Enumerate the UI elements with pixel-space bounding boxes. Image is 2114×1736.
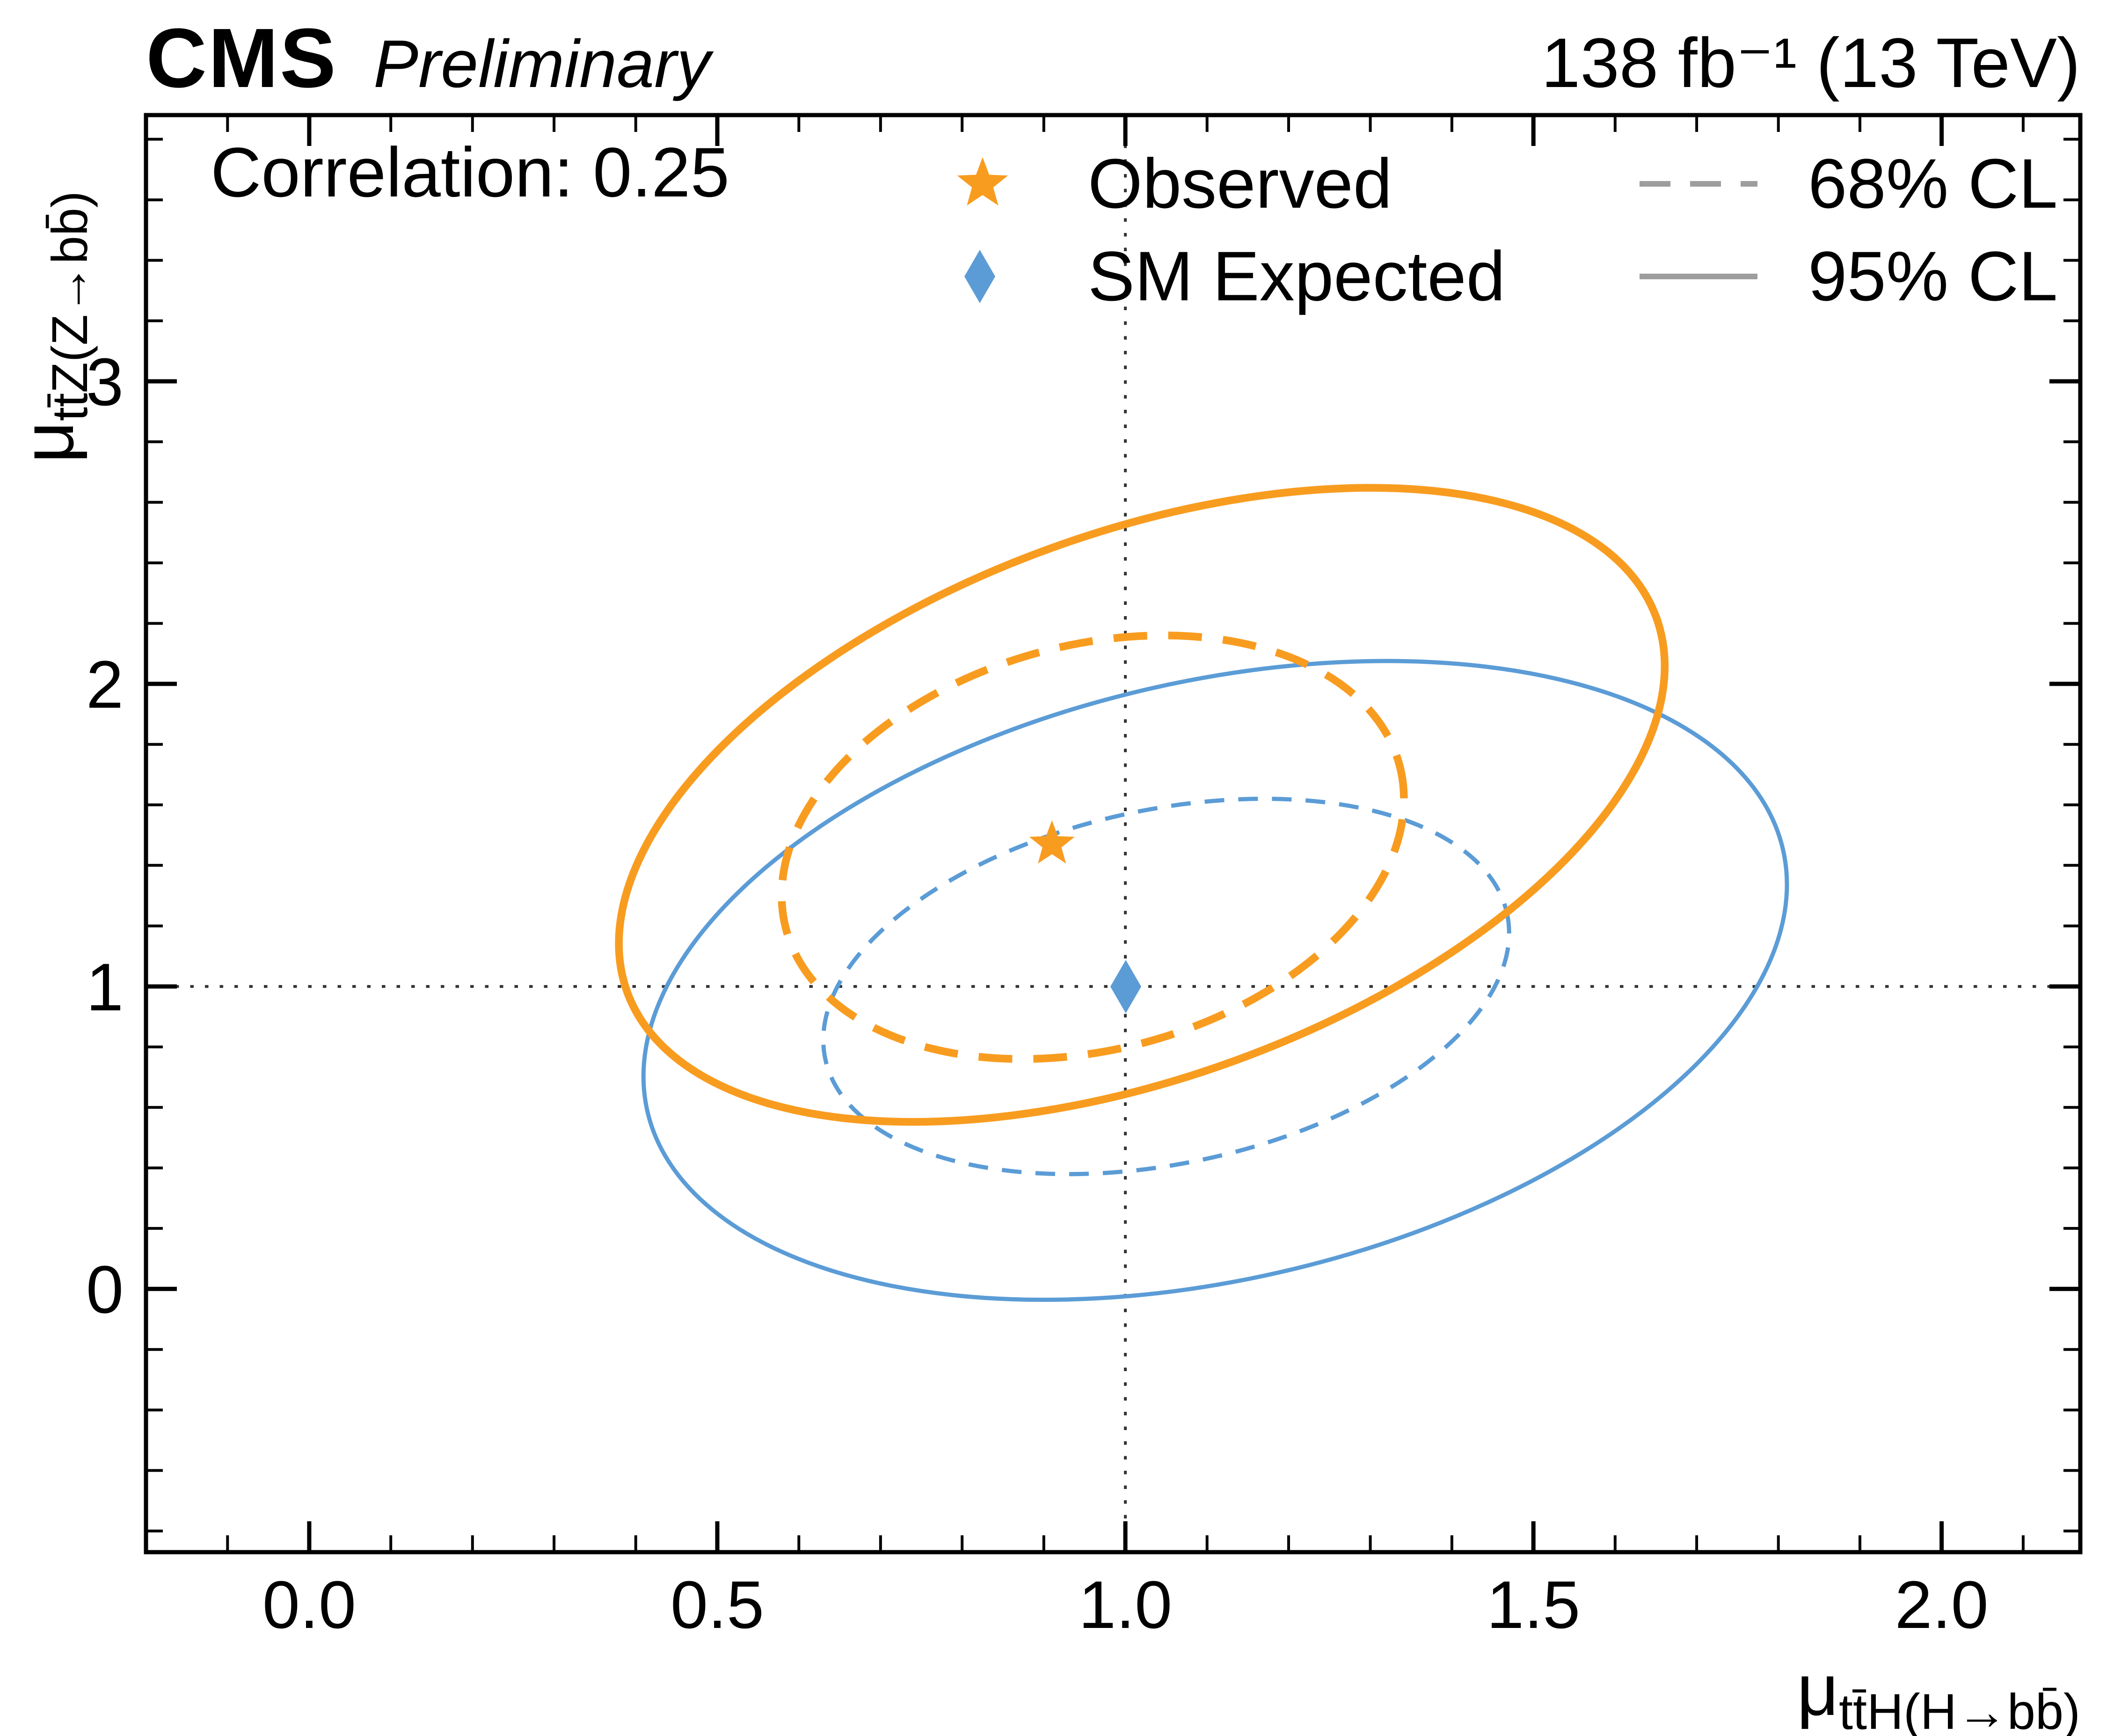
contour-observed-95cl xyxy=(615,484,1669,1126)
tick-labels-group: 0.0 0.5 1.0 1.5 2.0 0 1 2 3 xyxy=(86,344,1989,1642)
legend-observed-star-icon xyxy=(957,157,1008,206)
y-tick-label: 0 xyxy=(86,1252,124,1327)
x-tick-label: 0.0 xyxy=(262,1567,356,1642)
sm-expected-diamond-marker xyxy=(1110,960,1141,1013)
best-fit-markers-group xyxy=(1029,820,1141,1013)
legend-symbols-group xyxy=(957,157,1757,303)
x-tick-label: 1.5 xyxy=(1487,1567,1580,1642)
y-tick-label: 1 xyxy=(86,950,124,1025)
x-tick-label: 1.0 xyxy=(1079,1567,1172,1642)
plot-frame xyxy=(144,113,2083,1554)
contour-observed-68cl xyxy=(778,632,1408,1063)
x-tick-label: 0.5 xyxy=(671,1567,764,1642)
legend-95cl-label: 95% CL xyxy=(1808,237,2058,315)
correlation-annotation: Correlation: 0.25 xyxy=(211,133,729,211)
axis-labels-group: μtt̄H(H→bb̄) μtt̄Z(Z→bb̄) xyxy=(7,191,2080,1736)
legend-sm-expected-label: SM Expected xyxy=(1088,237,1505,315)
legend-68cl-label: 68% CL xyxy=(1808,144,2058,223)
y-axis-label: μtt̄Z(Z→bb̄) xyxy=(7,191,98,463)
contour-expected-95cl xyxy=(641,659,1789,1302)
axis-ticks-group xyxy=(146,115,2080,1552)
y-tick-label: 3 xyxy=(86,344,124,420)
confidence-contours-group xyxy=(615,484,1789,1302)
y-tick-label: 2 xyxy=(86,647,124,722)
observed-best-fit-star-marker xyxy=(1029,820,1075,864)
cms-logo-text: CMS xyxy=(146,11,337,105)
legend-observed-label: Observed xyxy=(1088,144,1392,223)
crosshair-group xyxy=(146,115,2080,1552)
legend-sm-expected-diamond-icon xyxy=(964,250,995,303)
luminosity-label: 138 fb⁻¹ (13 TeV) xyxy=(1541,23,2080,102)
x-tick-label: 2.0 xyxy=(1895,1567,1989,1642)
preliminary-label: Preliminary xyxy=(373,26,714,102)
x-axis-label: μtt̄H(H→bb̄) xyxy=(1797,1649,2080,1736)
